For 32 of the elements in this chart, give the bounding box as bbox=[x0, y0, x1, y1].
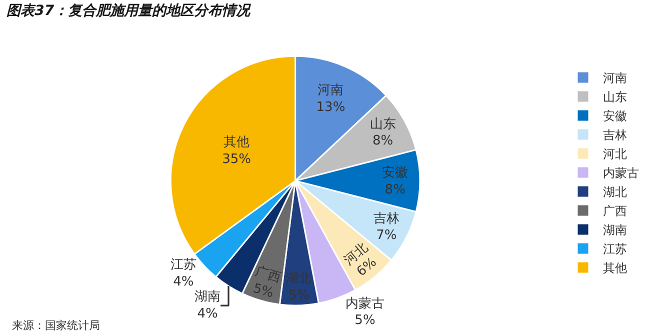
legend-label: 内蒙古 bbox=[603, 166, 639, 180]
legend-label: 河北 bbox=[603, 147, 627, 162]
data-label: 35% bbox=[222, 152, 252, 167]
legend-label: 湖南 bbox=[603, 223, 627, 238]
data-label: 8% bbox=[384, 182, 406, 198]
data-label: 4% bbox=[197, 306, 218, 322]
slice-label: 江苏 bbox=[170, 258, 196, 273]
slice-label: 河南 bbox=[318, 82, 344, 98]
slice-label: 湖南 bbox=[194, 290, 221, 305]
data-label: 5% bbox=[354, 313, 376, 328]
data-label: 13% bbox=[316, 100, 346, 115]
legend-label: 山东 bbox=[603, 90, 627, 104]
data-label: 7% bbox=[376, 228, 397, 244]
slice-label: 湖北 bbox=[285, 270, 312, 287]
legend-label: 湖北 bbox=[603, 185, 627, 200]
slice-label: 其他 bbox=[224, 134, 250, 150]
legend-label: 吉林 bbox=[603, 128, 627, 142]
legend-label: 江苏 bbox=[603, 242, 627, 256]
source-note: 来源：国家统计局 bbox=[12, 319, 100, 332]
slice-label: 安徽 bbox=[382, 164, 408, 180]
data-label: 5% bbox=[288, 288, 310, 304]
slice-label: 吉林 bbox=[373, 211, 400, 226]
chart-title: 图表37：复合肥施用量的地区分布情况 bbox=[6, 2, 252, 19]
data-label: 4% bbox=[173, 274, 194, 290]
legend-label: 安徽 bbox=[603, 109, 627, 124]
legend-label: 广西 bbox=[603, 204, 627, 218]
slice-label: 山东 bbox=[370, 116, 396, 132]
legend-label: 其他 bbox=[603, 261, 627, 276]
legend-label: 河南 bbox=[603, 71, 627, 86]
data-label: 8% bbox=[372, 134, 394, 149]
slice-label: 内蒙古 bbox=[346, 296, 384, 312]
data-label: 5% bbox=[251, 281, 276, 302]
